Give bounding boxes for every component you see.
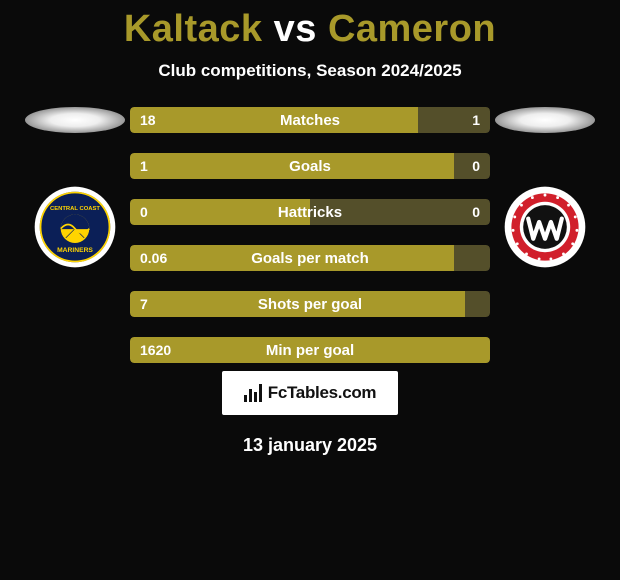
stat-value-right: 0 (472, 158, 480, 174)
stat-bar-right (454, 245, 490, 271)
stat-bar-right: 1 (418, 107, 490, 133)
stat-bar-left: 7 (130, 291, 465, 317)
stats-area: CENTRAL COAST MARINERS 181Matches10Goals… (0, 105, 620, 363)
stat-row: 10Goals (130, 153, 490, 179)
stat-value-left: 7 (140, 296, 148, 312)
stat-bar-right: 0 (454, 153, 490, 179)
stat-bar-left: 0.06 (130, 245, 454, 271)
stat-bar-left: 1620 (130, 337, 490, 363)
subtitle: Club competitions, Season 2024/2025 (158, 61, 461, 81)
stats-bars: 181Matches10Goals00Hattricks0.06Goals pe… (130, 107, 490, 363)
player-shadow-left (25, 107, 125, 133)
svg-text:MARINERS: MARINERS (57, 247, 93, 254)
stat-row: 7Shots per goal (130, 291, 490, 317)
title-player-2: Cameron (328, 8, 496, 50)
stat-bar-left: 0 (130, 199, 310, 225)
stat-value-right: 1 (472, 112, 480, 128)
stat-bar-right: 0 (310, 199, 490, 225)
date-label: 13 january 2025 (243, 435, 377, 456)
stat-row: 00Hattricks (130, 199, 490, 225)
title-player-1: Kaltack (124, 8, 263, 50)
svg-text:CENTRAL COAST: CENTRAL COAST (50, 206, 100, 212)
stat-row: 0.06Goals per match (130, 245, 490, 271)
stat-row: 181Matches (130, 107, 490, 133)
team-badge-right (503, 185, 587, 269)
team-badge-left: CENTRAL COAST MARINERS (33, 185, 117, 269)
stat-bar-left: 1 (130, 153, 454, 179)
stat-value-left: 18 (140, 112, 156, 128)
source-logo[interactable]: FcTables.com (222, 371, 398, 415)
title-vs: vs (263, 8, 328, 50)
stat-bar-left: 18 (130, 107, 418, 133)
player-shadow-right (495, 107, 595, 133)
stat-row: 1620Min per goal (130, 337, 490, 363)
stat-value-left: 0 (140, 204, 148, 220)
stat-value-left: 1 (140, 158, 148, 174)
stat-value-left: 0.06 (140, 250, 167, 266)
stat-value-right: 0 (472, 204, 480, 220)
page-title: Kaltack vs Cameron (124, 8, 496, 51)
stat-bar-right (465, 291, 490, 317)
bar-chart-icon (244, 384, 264, 402)
left-team-col: CENTRAL COAST MARINERS (20, 105, 130, 269)
source-logo-text: FcTables.com (268, 383, 377, 403)
comparison-card: Kaltack vs Cameron Club competitions, Se… (0, 0, 620, 456)
right-team-col (490, 105, 600, 269)
wanderers-crest-icon (503, 185, 587, 269)
stat-value-left: 1620 (140, 342, 171, 358)
mariners-crest-icon: CENTRAL COAST MARINERS (33, 185, 117, 269)
